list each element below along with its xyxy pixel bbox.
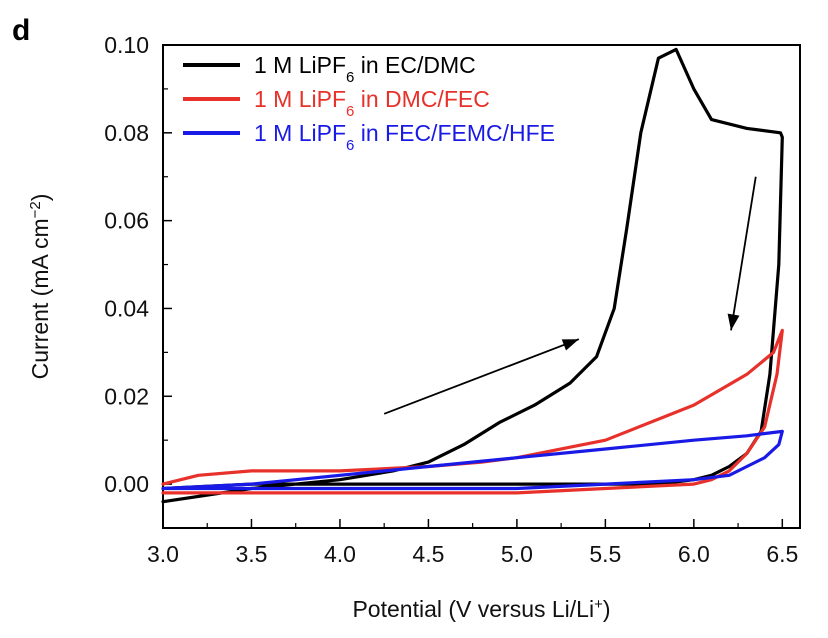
y-tick-label: 0.08 bbox=[104, 120, 149, 146]
arrow-head-2 bbox=[727, 313, 740, 331]
legend-label-3: 1 M LiPF6 in FEC/FEMC/HFE bbox=[254, 120, 555, 154]
y-tick-label: 0.04 bbox=[104, 295, 149, 321]
y-axis: 0.00 0.02 0.04 0.06 0.08 0.10 bbox=[104, 32, 172, 529]
annotation-layer bbox=[383, 176, 757, 415]
x-tick-label: 6.0 bbox=[678, 541, 710, 567]
x-tick-label: 5.5 bbox=[589, 541, 621, 567]
arrow-shaft-1 bbox=[383, 338, 580, 415]
series-line-1 bbox=[161, 47, 784, 504]
legend-label-2: 1 M LiPF6 in DMC/FEC bbox=[254, 86, 490, 120]
x-tick-label: 3.0 bbox=[147, 541, 179, 567]
x-axis-title: Potential (V versus Li/Li+) bbox=[352, 596, 610, 623]
series-layer bbox=[161, 47, 784, 504]
panel-label: d bbox=[12, 14, 30, 47]
x-axis: 3.0 3.5 4.0 4.5 5.0 5.5 6.0 6.5 bbox=[147, 519, 798, 567]
y-tick-label: 0.06 bbox=[104, 208, 149, 234]
series-line-3 bbox=[161, 429, 784, 491]
plot-frame bbox=[162, 44, 801, 529]
y-axis-title: Current (mA cm−2) bbox=[27, 194, 54, 380]
x-tick-label: 4.0 bbox=[324, 541, 356, 567]
arrow-shaft-2 bbox=[730, 176, 757, 331]
y-tick-label: 0.10 bbox=[104, 32, 149, 58]
x-tick-label: 3.5 bbox=[235, 541, 267, 567]
series-line-2 bbox=[161, 328, 784, 495]
x-tick-label: 5.0 bbox=[501, 541, 533, 567]
y-tick-label: 0.00 bbox=[104, 471, 149, 497]
y-tick-label: 0.02 bbox=[104, 383, 149, 409]
legend-label-1: 1 M LiPF6 in EC/DMC bbox=[254, 52, 476, 86]
plot-area bbox=[162, 44, 801, 529]
x-tick-label: 4.5 bbox=[412, 541, 444, 567]
arrow-head-1 bbox=[561, 339, 579, 351]
x-tick-label: 6.5 bbox=[766, 541, 798, 567]
